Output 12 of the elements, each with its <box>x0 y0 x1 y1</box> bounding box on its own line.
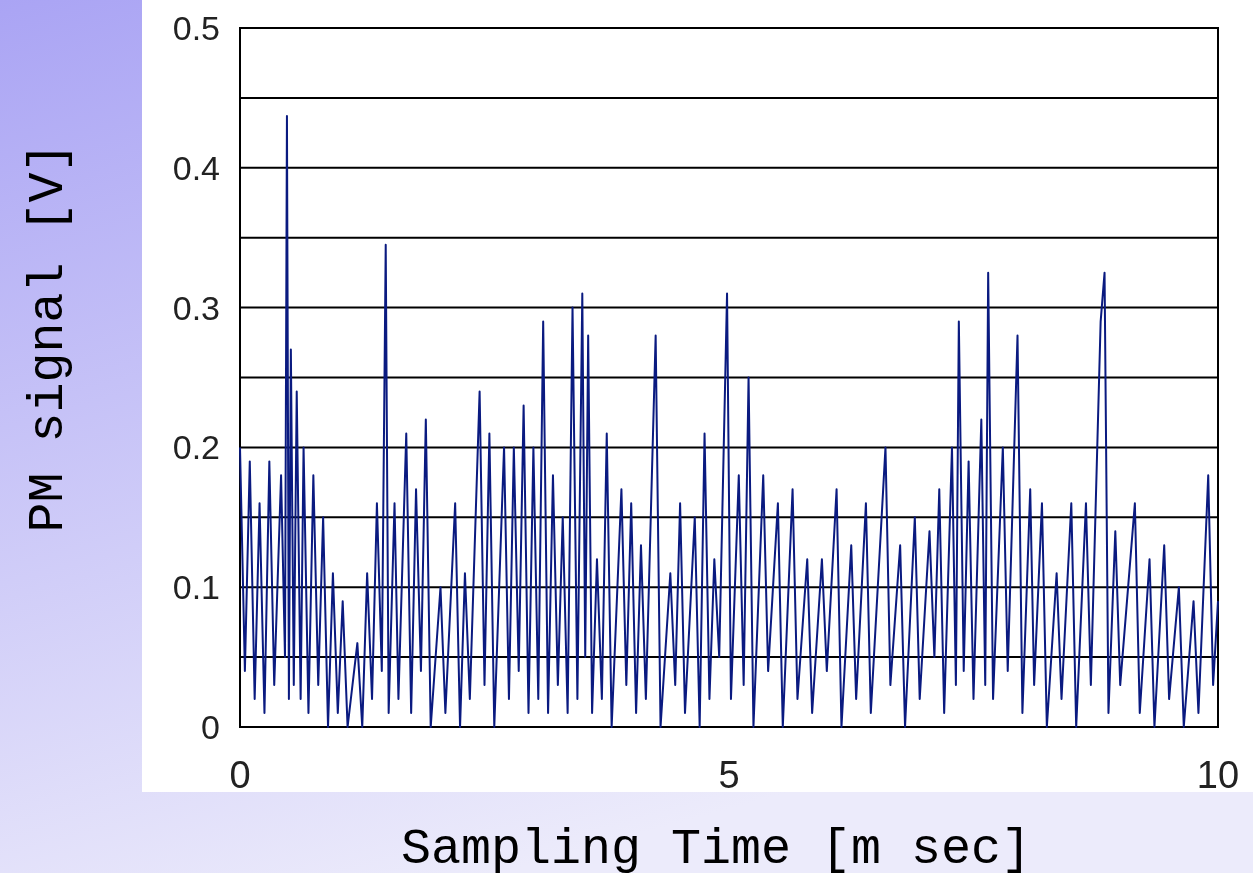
y-tick-label: 0.2 <box>172 428 220 467</box>
x-axis-title: Sampling Time [m sec] <box>400 821 1032 873</box>
x-tick-label: 0 <box>229 754 251 796</box>
x-tick-label: 5 <box>718 754 740 796</box>
line-series <box>239 115 1219 728</box>
y-tick-label: 0.1 <box>172 568 220 607</box>
y-tick-label: 0.4 <box>172 148 220 187</box>
x-tick-label: 10 <box>1196 754 1240 796</box>
y-tick-label: 0.3 <box>172 288 220 327</box>
y-tick-label: 0.5 <box>172 8 220 47</box>
y-tick-label: 0 <box>201 707 220 746</box>
y-axis-title: PM signal [V] <box>20 142 77 533</box>
